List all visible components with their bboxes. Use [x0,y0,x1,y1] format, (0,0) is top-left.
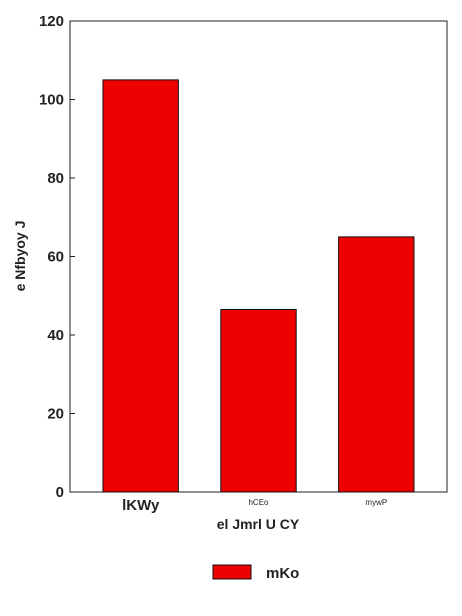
y-tick-label: 80 [47,170,64,187]
bar-hCEo [220,308,297,493]
x-axis-label: el Jmrl U CY [217,516,300,532]
legend: mKo [212,564,299,582]
y-axis-ticks: 0 20 40 60 80 100 120 [39,13,75,501]
y-tick-label: 100 [39,92,64,109]
bar-mywP [338,236,415,493]
y-tick-label: 120 [39,13,64,30]
x-tick-label: mywP [365,498,387,507]
x-tick-label: hCEo [248,498,269,507]
y-tick-label: 20 [47,406,64,423]
x-tick-label: lKWy [122,497,160,514]
y-tick-label: 60 [47,249,64,266]
bars [102,79,415,493]
y-tick-label: 40 [47,327,64,344]
legend-swatch [212,564,252,580]
bar-lKWy [102,79,179,493]
x-axis-ticks: lKWy hCEo mywP [122,497,387,514]
y-tick-label: 0 [56,484,64,501]
y-axis-label: e Nfbyoy J [12,221,28,292]
legend-label: mKo [266,565,299,582]
